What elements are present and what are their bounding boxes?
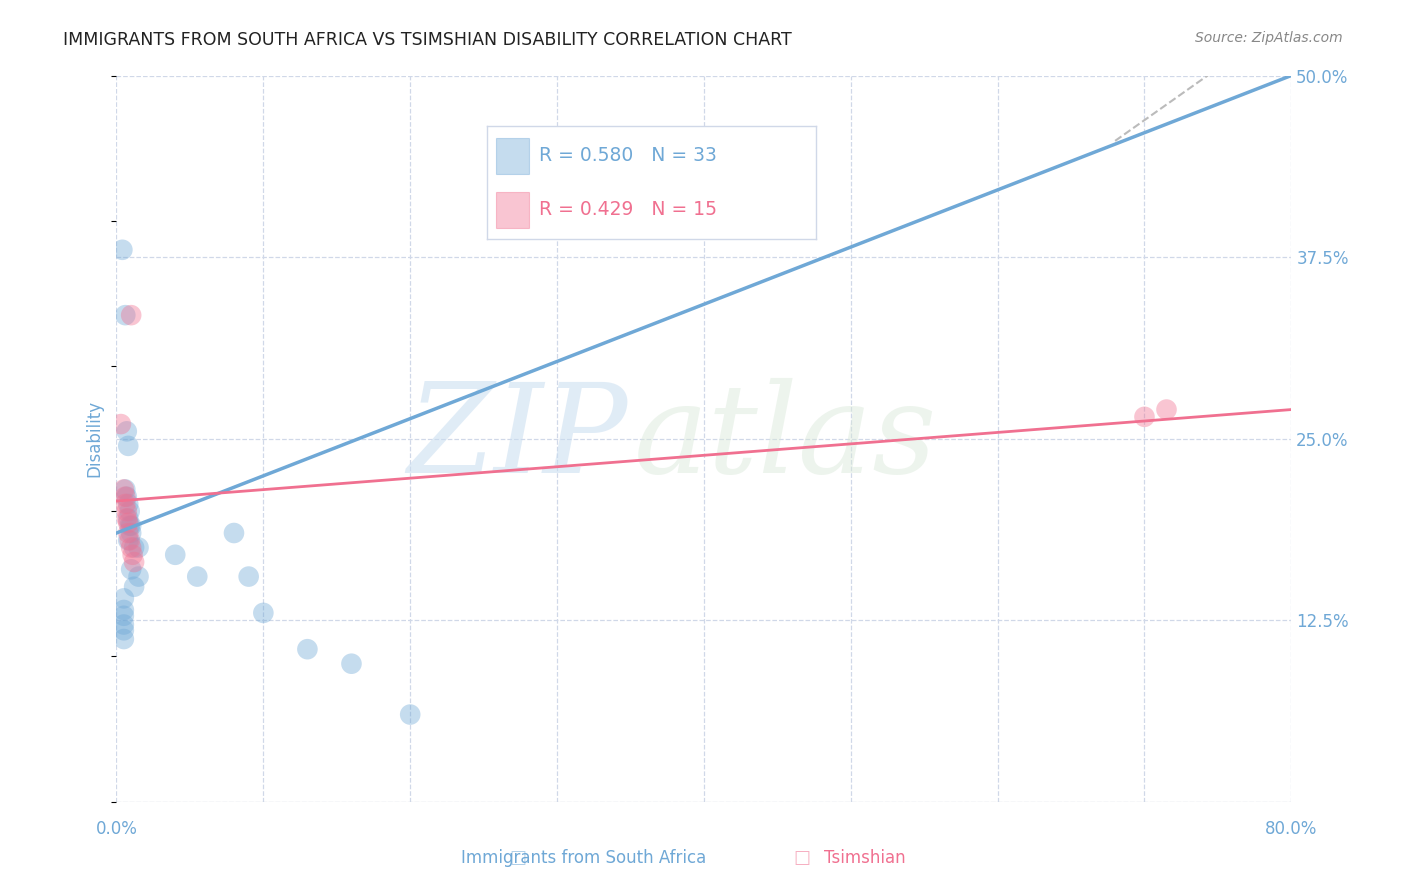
Point bbox=[128, 541, 150, 555]
Text: □: □ bbox=[793, 849, 810, 867]
Text: □: □ bbox=[509, 849, 526, 867]
Point bbox=[238, 569, 260, 583]
Point bbox=[1133, 409, 1156, 424]
Point bbox=[117, 516, 139, 530]
Text: atlas: atlas bbox=[634, 378, 936, 500]
Point bbox=[115, 511, 138, 525]
Point bbox=[114, 490, 136, 504]
Point bbox=[112, 624, 135, 638]
Point bbox=[114, 483, 136, 497]
Point bbox=[114, 308, 136, 322]
Point bbox=[120, 308, 142, 322]
Point bbox=[111, 243, 134, 257]
Point bbox=[122, 555, 145, 569]
Point bbox=[117, 439, 139, 453]
Point bbox=[118, 533, 141, 548]
Point bbox=[117, 511, 139, 525]
Point bbox=[115, 504, 138, 518]
Point bbox=[112, 603, 135, 617]
Point bbox=[110, 417, 132, 431]
Point bbox=[128, 569, 150, 583]
Point bbox=[122, 541, 145, 555]
Text: 0.0%: 0.0% bbox=[96, 820, 138, 838]
Point bbox=[1156, 402, 1178, 417]
Point bbox=[340, 657, 363, 671]
Point bbox=[120, 541, 142, 555]
Point bbox=[115, 490, 138, 504]
Point bbox=[165, 548, 187, 562]
Point bbox=[117, 526, 139, 541]
Y-axis label: Disability: Disability bbox=[86, 400, 103, 477]
Point bbox=[115, 425, 138, 439]
Point bbox=[122, 580, 145, 594]
Point bbox=[120, 562, 142, 576]
Point bbox=[112, 483, 135, 497]
Text: 80.0%: 80.0% bbox=[1265, 820, 1317, 838]
Point bbox=[120, 526, 142, 541]
Point bbox=[112, 617, 135, 632]
Point bbox=[252, 606, 274, 620]
Point bbox=[112, 632, 135, 646]
Point bbox=[112, 591, 135, 606]
Text: Immigrants from South Africa: Immigrants from South Africa bbox=[461, 849, 706, 867]
Point bbox=[120, 518, 142, 533]
Point bbox=[114, 497, 136, 511]
Text: ZIP: ZIP bbox=[408, 378, 627, 500]
Text: IMMIGRANTS FROM SOUTH AFRICA VS TSIMSHIAN DISABILITY CORRELATION CHART: IMMIGRANTS FROM SOUTH AFRICA VS TSIMSHIA… bbox=[63, 31, 792, 49]
Text: Tsimshian: Tsimshian bbox=[824, 849, 905, 867]
Point bbox=[118, 518, 141, 533]
Point bbox=[112, 608, 135, 623]
Point bbox=[117, 497, 139, 511]
Point bbox=[222, 526, 245, 541]
Point bbox=[121, 548, 143, 562]
Point bbox=[297, 642, 319, 657]
Point bbox=[117, 533, 139, 548]
Point bbox=[737, 185, 759, 199]
Text: Source: ZipAtlas.com: Source: ZipAtlas.com bbox=[1195, 31, 1343, 45]
Point bbox=[186, 569, 208, 583]
Point bbox=[399, 707, 422, 722]
Point bbox=[118, 504, 141, 518]
